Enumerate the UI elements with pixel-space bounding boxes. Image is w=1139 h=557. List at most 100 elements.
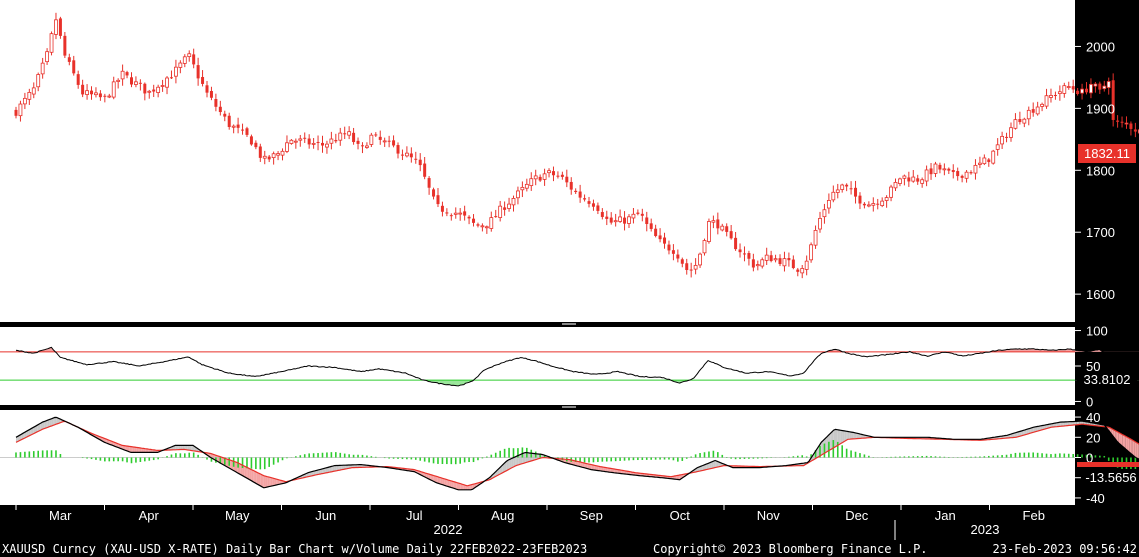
macd-above-signal-fill: [1069, 421, 1071, 426]
price-candle: [320, 135, 324, 153]
candle-body-down: [676, 254, 680, 259]
macd-below-signal-fill: [608, 468, 611, 473]
macd-below-signal-fill: [132, 446, 135, 453]
macd-above-signal-fill: [508, 459, 510, 470]
candle-body-down: [565, 176, 569, 183]
candle-body-up: [1040, 103, 1044, 107]
price-candle: [920, 177, 925, 188]
price-candle: [596, 202, 600, 215]
macd-above-signal-fill: [697, 466, 700, 472]
candle-body-up: [1044, 95, 1049, 107]
macd-above-signal-fill: [308, 472, 310, 477]
price-candle: [245, 126, 249, 137]
macd-above-signal-fill: [1035, 426, 1038, 432]
macd-below-signal-fill: [612, 468, 615, 473]
candle-body-up: [147, 90, 152, 93]
price-candle: [476, 222, 480, 228]
macd-below-signal-fill: [251, 469, 254, 482]
macd-below-signal-fill: [594, 465, 597, 471]
candle-body-down: [623, 217, 627, 224]
macd-below-signal-fill: [1120, 433, 1123, 447]
macd-above-signal-fill: [706, 463, 709, 470]
price-candle: [262, 150, 267, 165]
candle-body-up: [1035, 106, 1040, 115]
macd-above-signal-fill: [511, 457, 514, 468]
candle-body-down: [769, 255, 773, 262]
macd-above-signal-fill: [1040, 425, 1043, 431]
candle-body-up: [187, 53, 192, 58]
price-candle: [663, 232, 667, 249]
candle-body-down: [663, 237, 667, 244]
month-label: Oct: [670, 508, 691, 523]
candle-body-up: [156, 86, 161, 93]
macd-above-signal-fill: [49, 418, 52, 427]
price-candle: [725, 223, 729, 237]
price-candle: [293, 138, 298, 149]
rsi-y-tick-label: 50: [1086, 359, 1100, 374]
candle-body-down: [1076, 90, 1080, 94]
price-candle: [787, 252, 791, 267]
candle-body-down: [414, 158, 418, 160]
macd-line: [15, 416, 1139, 491]
rsi-last-value-tag: 33.8102: [1077, 371, 1137, 387]
candle-body-down: [209, 90, 213, 98]
candle-body-down: [63, 35, 67, 56]
candle-body-down: [645, 217, 649, 225]
macd-below-signal-fill: [458, 483, 461, 490]
macd-below-signal-fill: [605, 467, 608, 472]
macd-above-signal-fill: [1016, 432, 1018, 438]
macd-below-signal-fill: [1116, 431, 1119, 444]
price-candle: [192, 48, 196, 69]
price-y-tick-label: 1800: [1086, 163, 1115, 178]
candle-body-up: [178, 62, 183, 68]
macd-below-signal-fill: [1127, 437, 1130, 453]
candle-body-down: [956, 171, 960, 177]
candle-body-down: [143, 83, 147, 94]
price-candle: [440, 201, 444, 217]
price-candle: [654, 224, 658, 238]
macd-below-signal-fill: [442, 478, 445, 486]
candle-body-up: [1026, 109, 1031, 120]
price-candle: [147, 89, 152, 99]
macd-below-signal-fill: [272, 478, 275, 486]
candle-body-up: [49, 33, 54, 53]
macd-above-signal-fill: [1014, 432, 1017, 438]
candle-body-down: [214, 99, 218, 107]
macd-above-signal-fill: [1024, 429, 1027, 435]
price-candle: [249, 134, 253, 146]
price-candle: [565, 169, 569, 188]
price-candle: [716, 212, 720, 235]
candle-body-down: [729, 231, 733, 239]
macd-below-signal-fill: [139, 447, 142, 453]
price-y-tick-label: 1700: [1086, 225, 1115, 240]
macd-below-signal-fill: [456, 482, 459, 490]
macd-below-signal-fill: [428, 473, 431, 480]
candle-body-up: [773, 258, 778, 261]
macd-below-signal-fill: [246, 466, 248, 479]
price-candle: [667, 240, 671, 255]
macd-above-signal-fill: [1021, 430, 1024, 436]
macd-above-signal-fill: [532, 453, 535, 461]
macd-below-signal-fill: [444, 478, 447, 486]
macd-below-signal-fill: [265, 476, 268, 488]
macd-below-signal-fill: [465, 485, 468, 490]
candle-body-up: [298, 138, 303, 141]
macd-above-signal-fill: [35, 425, 38, 433]
price-candle: [27, 88, 32, 105]
price-candle: [374, 132, 378, 138]
rsi-panel-resize-handle[interactable]: [562, 323, 576, 325]
candle-body-down: [636, 212, 640, 214]
candle-body-up: [871, 203, 876, 206]
candle-body-down: [556, 175, 560, 177]
candle-body-up: [1124, 122, 1129, 125]
price-candle: [1044, 88, 1049, 109]
macd-below-signal-fill: [437, 476, 440, 484]
price-candle: [85, 84, 89, 100]
price-candle: [1026, 106, 1031, 126]
price-candle: [1040, 102, 1044, 112]
year-label-2023: 2023: [971, 522, 1000, 537]
macd-above-signal-fill: [1026, 428, 1029, 435]
price-candle: [289, 139, 294, 145]
candle-body-down: [609, 217, 613, 223]
macd-panel-resize-handle[interactable]: [562, 406, 576, 408]
